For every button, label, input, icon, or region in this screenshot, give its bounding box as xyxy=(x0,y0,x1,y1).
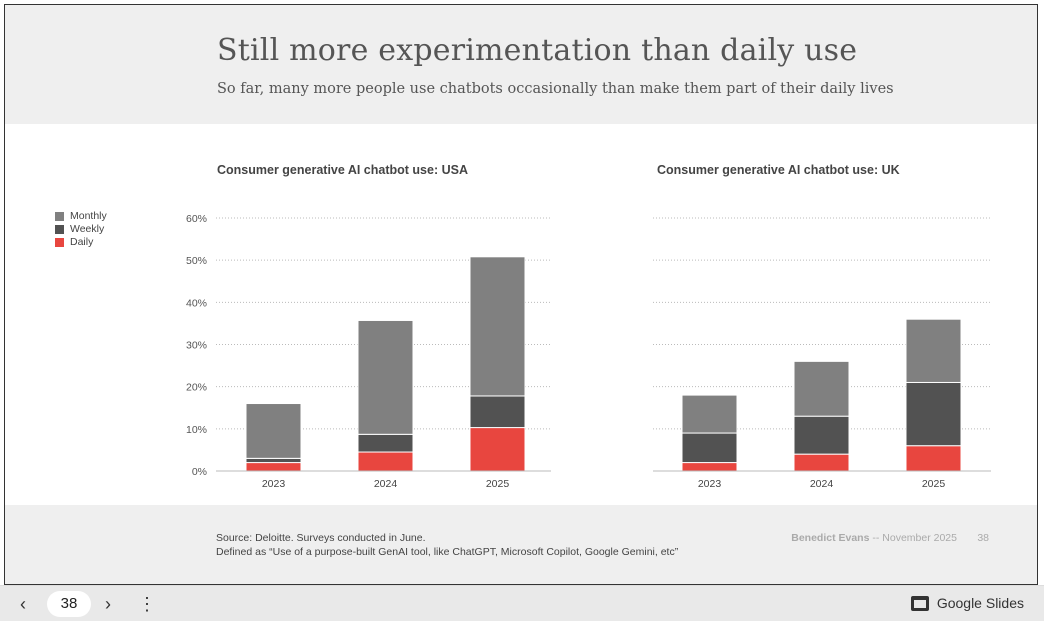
bar-daily-2024 xyxy=(357,451,414,472)
y-tick-label: 50% xyxy=(186,255,207,267)
slide-header: Still more experimentation than daily us… xyxy=(5,5,1037,124)
chart-title-usa: Consumer generative AI chatbot use: USA xyxy=(217,163,468,177)
bar-daily-2023 xyxy=(681,462,738,472)
bar-weekly-2024 xyxy=(357,433,414,453)
slide-footer: Source: Deloitte. Surveys conducted in J… xyxy=(5,505,1037,584)
x-tick-label: 2024 xyxy=(374,478,398,490)
source-note: Source: Deloitte. Surveys conducted in J… xyxy=(216,531,678,559)
x-tick-label: 2025 xyxy=(922,478,946,490)
more-options-button[interactable]: ⋮ xyxy=(138,594,156,614)
page-number-input[interactable]: 38 xyxy=(47,591,91,617)
bar-monthly-2023 xyxy=(245,403,302,459)
source-line: Source: Deloitte. Surveys conducted in J… xyxy=(216,532,426,544)
credit: Benedict Evans -- November 2025 xyxy=(791,532,957,544)
bar-monthly-2025 xyxy=(469,256,526,397)
x-tick-label: 2025 xyxy=(486,478,510,490)
previous-slide-button[interactable]: ‹ xyxy=(20,594,26,614)
bar-weekly-2023 xyxy=(681,432,738,464)
slides-toolbar: ‹ 38 › ⋮ Google Slides xyxy=(0,585,1044,621)
bar-weekly-2024 xyxy=(793,415,850,455)
y-tick-label: 60% xyxy=(186,213,207,225)
legend-label: Daily xyxy=(70,236,94,248)
bar-weekly-2025 xyxy=(469,395,526,429)
legend: Monthly Weekly Daily xyxy=(55,210,107,249)
app-name: Google Slides xyxy=(936,595,1024,611)
y-tick-label: 10% xyxy=(186,424,207,436)
bar-monthly-2025 xyxy=(905,318,962,383)
y-tick-label: 0% xyxy=(192,466,207,478)
definition-line: Defined as “Use of a purpose-built GenAI… xyxy=(216,546,679,558)
legend-item: Weekly xyxy=(55,223,107,236)
x-tick-label: 2023 xyxy=(698,478,722,490)
chart-title-uk: Consumer generative AI chatbot use: UK xyxy=(657,163,900,177)
slides-icon xyxy=(910,595,929,611)
legend-item: Monthly xyxy=(55,210,107,223)
legend-label: Weekly xyxy=(70,223,105,235)
bar-monthly-2024 xyxy=(793,360,850,417)
slide-page-number: 38 xyxy=(977,532,989,544)
bar-weekly-2023 xyxy=(245,457,302,464)
legend-swatch xyxy=(55,238,64,247)
legend-swatch xyxy=(55,225,64,234)
bar-daily-2025 xyxy=(905,445,962,472)
charts-svg: 0% 10% 20% 30% 40% 50% 60% 2023 2024 2025 2023 2024… xyxy=(186,213,991,490)
y-tick-label: 20% xyxy=(186,382,207,394)
bar-daily-2025 xyxy=(469,427,526,472)
y-tick-label: 30% xyxy=(186,340,207,352)
x-tick-label: 2024 xyxy=(810,478,834,490)
y-tick-label: 40% xyxy=(186,297,207,309)
bar-monthly-2024 xyxy=(357,319,414,435)
bar-weekly-2025 xyxy=(905,381,962,447)
slide-title: Still more experimentation than daily us… xyxy=(217,33,858,68)
slide-subtitle: So far, many more people use chatbots oc… xyxy=(217,81,894,97)
google-slides-link[interactable]: Google Slides xyxy=(910,595,1024,611)
date: November 2025 xyxy=(882,532,957,544)
legend-label: Monthly xyxy=(70,210,107,222)
x-tick-label: 2023 xyxy=(262,478,286,490)
slide: Still more experimentation than daily us… xyxy=(4,4,1038,585)
author: Benedict Evans xyxy=(791,532,870,544)
legend-item: Daily xyxy=(55,236,107,249)
separator: -- xyxy=(872,532,880,544)
bar-daily-2024 xyxy=(793,453,850,472)
next-slide-button[interactable]: › xyxy=(105,594,111,614)
bar-monthly-2023 xyxy=(681,394,738,434)
legend-swatch xyxy=(55,212,64,221)
bar-daily-2023 xyxy=(245,462,302,472)
